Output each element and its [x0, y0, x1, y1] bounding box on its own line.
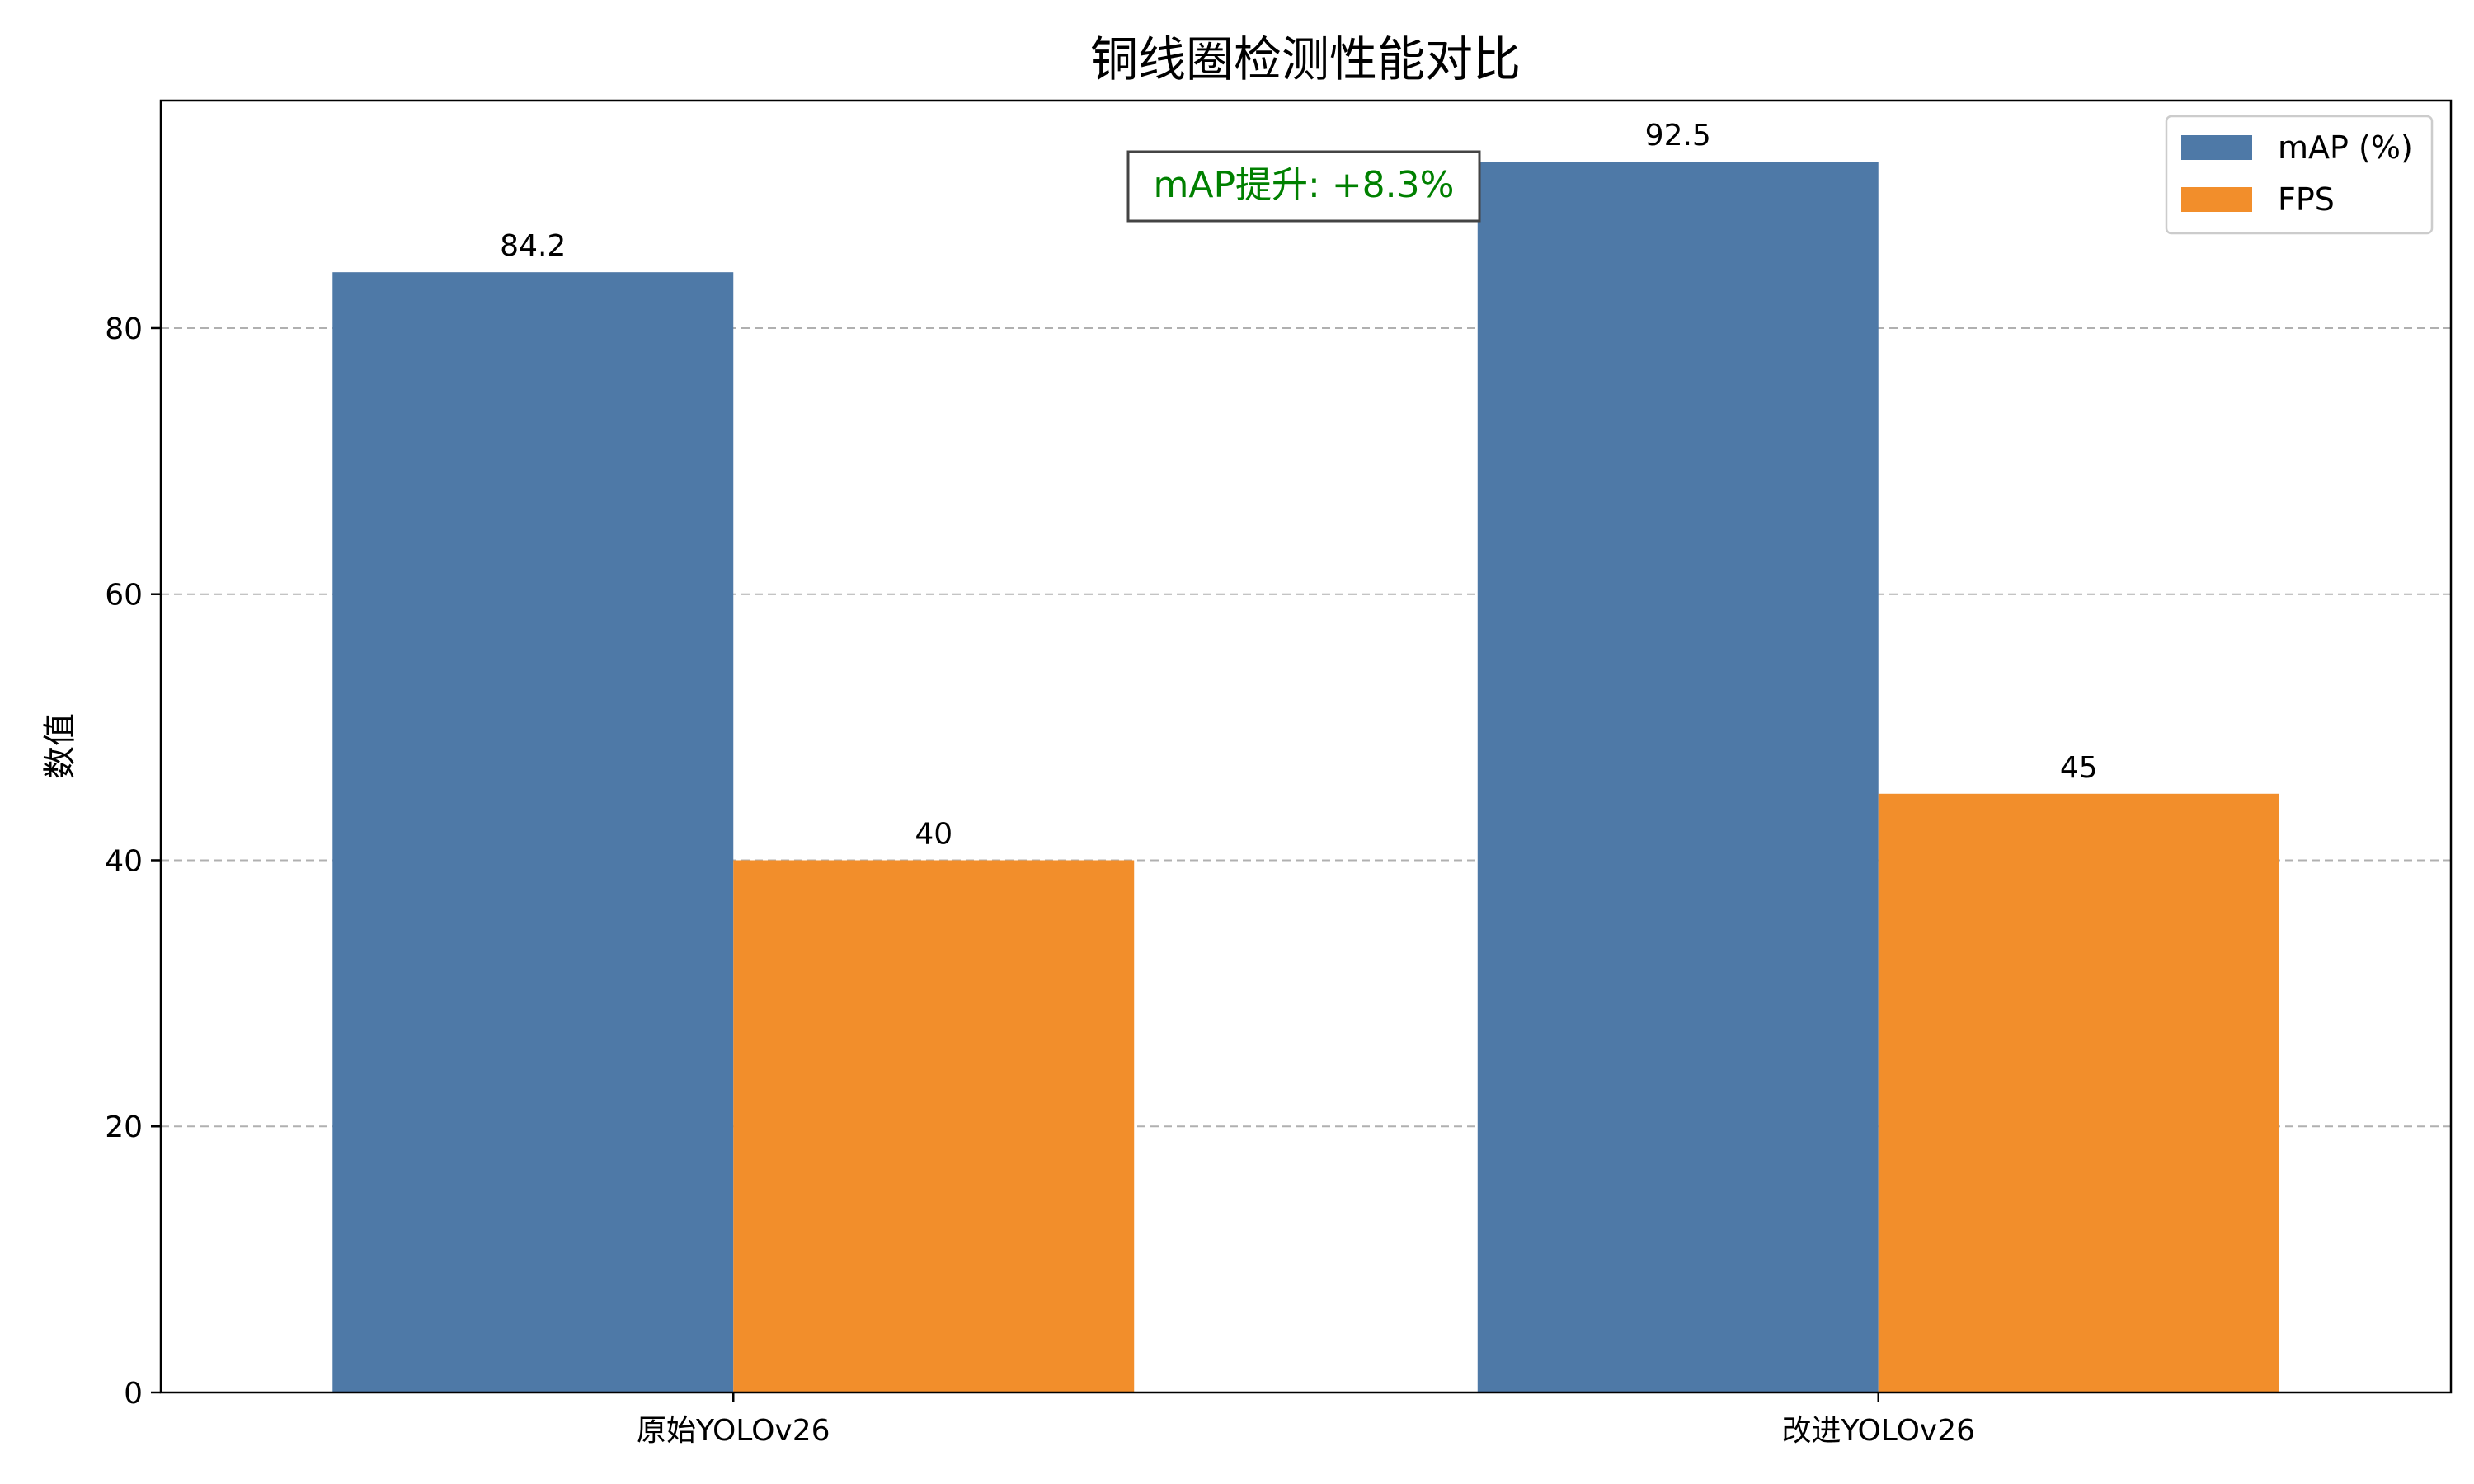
- legend-swatch-map: [2181, 135, 2252, 160]
- y-tick-label: 40: [105, 844, 143, 878]
- chart-title: 铜线圈检测性能对比: [1090, 31, 1521, 87]
- annotation-box: mAP提升: +8.3%: [1126, 150, 1481, 223]
- data-label: 45: [2060, 751, 2098, 785]
- annotation-text: mAP提升: +8.3%: [1154, 164, 1455, 206]
- x-tick-label: 原始YOLOv26: [637, 1414, 830, 1448]
- legend-label-map: mAP (%): [2278, 129, 2413, 166]
- x-tick-label: 改进YOLOv26: [1781, 1414, 1975, 1448]
- legend: mAP (%) FPS: [2165, 115, 2434, 235]
- bar-map-0: [332, 272, 734, 1393]
- bar-map-1: [1477, 162, 1879, 1392]
- legend-swatch-fps: [2181, 187, 2252, 212]
- y-axis-label: 数值: [41, 713, 79, 779]
- y-tick-label: 0: [124, 1377, 143, 1411]
- y-tick-label: 60: [105, 579, 143, 613]
- bar-fps-1: [1878, 793, 2279, 1392]
- data-label: 92.5: [1645, 119, 1711, 153]
- legend-label-fps: FPS: [2278, 181, 2335, 218]
- data-label: 40: [915, 817, 952, 851]
- data-label: 84.2: [500, 229, 566, 263]
- bar-fps-0: [733, 860, 1135, 1392]
- y-tick-label: 80: [105, 312, 143, 346]
- y-tick-label: 20: [105, 1111, 143, 1144]
- plot-frame: [159, 99, 2453, 1394]
